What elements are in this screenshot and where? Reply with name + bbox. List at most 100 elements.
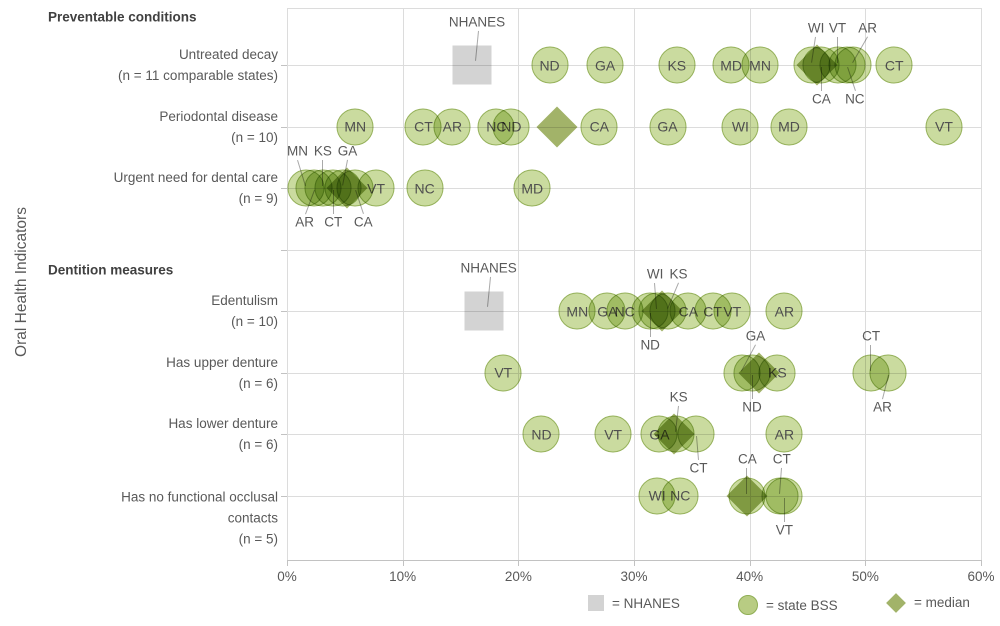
y-axis-tick — [281, 249, 287, 251]
state-circle-icon — [738, 595, 758, 615]
plot-top-border — [287, 8, 981, 9]
state-label: NC — [845, 91, 865, 107]
x-tick-label: 60% — [967, 569, 995, 584]
row-label-line: (n = 10) — [231, 129, 278, 145]
row-label-line: Has no functional occlusal — [121, 489, 278, 504]
x-tick-label: 10% — [389, 569, 417, 584]
vertical-gridline — [634, 8, 635, 560]
state-point: CT — [875, 46, 913, 84]
x-axis-tick — [287, 560, 288, 566]
row-label-line: Has upper denture — [166, 354, 278, 370]
state-point: GA — [649, 108, 687, 145]
state-label: CA — [811, 91, 831, 107]
state-point: VT — [925, 108, 963, 145]
x-axis-tick — [634, 560, 635, 566]
row-label: Has no functional occlusal contacts (n = 5… — [121, 486, 278, 549]
row-label: Has lower denture (n = 6) — [168, 413, 278, 455]
x-tick-label: 20% — [504, 569, 532, 584]
legend-label-median: = median — [914, 595, 970, 610]
row-label-line: (n = 6) — [238, 375, 278, 391]
horizontal-gridline — [287, 372, 981, 374]
row-label: Periodontal disease (n = 10) — [159, 106, 278, 148]
x-axis-line — [287, 560, 981, 561]
x-tick-label: 50% — [851, 569, 879, 584]
legend-item-median: = median — [886, 592, 970, 613]
x-axis-tick — [981, 560, 982, 566]
state-point: VT — [484, 354, 522, 391]
vertical-gridline — [402, 8, 404, 560]
horizontal-gridline — [287, 188, 981, 189]
state-point: NC — [661, 477, 699, 514]
vertical-gridline — [518, 8, 520, 560]
state-point: ND — [492, 108, 530, 145]
state-point: NC — [406, 169, 444, 207]
row-label-line: Has lower denture — [168, 416, 278, 431]
state-label: KS — [669, 266, 688, 282]
median-diamond-icon — [886, 592, 906, 613]
state-point: ND — [522, 415, 560, 453]
state-point: CA — [580, 108, 618, 145]
state-point: ND — [531, 46, 569, 84]
y-axis-title: Oral Health Indicators — [13, 207, 30, 357]
state-label: AR — [295, 214, 314, 230]
state-label: CT — [324, 214, 343, 230]
x-tick-label: 30% — [620, 569, 648, 584]
x-axis-tick — [865, 560, 867, 566]
vertical-gridline — [749, 8, 751, 560]
vertical-gridline — [287, 8, 288, 560]
row-label-line: Urgent need for dental care — [113, 170, 278, 185]
horizontal-gridline — [287, 65, 981, 66]
state-point: MN — [336, 108, 374, 145]
state-point: VT — [594, 415, 632, 453]
state-point: WI — [721, 108, 759, 145]
state-point: AR — [765, 415, 803, 453]
state-point: MD — [513, 169, 551, 207]
y-axis-tick — [281, 372, 287, 374]
row-label-line: Periodontal disease — [159, 108, 278, 124]
row-label-line: (n = 5) — [238, 531, 278, 546]
x-tick-label: 0% — [277, 569, 297, 584]
state-label: GA — [745, 328, 766, 343]
median-diamond — [726, 474, 768, 517]
median-diamond — [535, 105, 578, 148]
legend-label-state-bss: = state BSS — [766, 597, 838, 613]
y-axis-tick — [281, 65, 287, 66]
x-axis-tick — [518, 560, 520, 566]
state-label: CA — [353, 214, 373, 230]
x-tick-label: 40% — [736, 569, 764, 584]
state-label: CT — [689, 460, 708, 476]
horizontal-gridline — [287, 249, 981, 251]
state-label: CT — [772, 451, 791, 466]
nhanes-label: NHANES — [448, 14, 506, 30]
state-point: MD — [770, 108, 808, 145]
row-label-line: (n = 9) — [238, 191, 278, 206]
state-point: MN — [558, 292, 596, 330]
state-label: AR — [873, 399, 892, 414]
state-label: GA — [337, 143, 358, 159]
state-label: ND — [640, 337, 660, 353]
row-label: Urgent need for dental care (n = 9) — [114, 167, 278, 209]
y-axis-tick — [281, 495, 287, 497]
legend-item-nhanes: = NHANES — [588, 595, 680, 611]
state-point — [834, 46, 872, 84]
nhanes-square-icon — [588, 595, 604, 611]
state-label: VT — [828, 20, 847, 36]
nhanes-square — [464, 291, 504, 331]
state-point: MN — [741, 46, 779, 84]
state-label: WI — [807, 20, 825, 36]
legend-item-state-bss: = state BSS — [738, 595, 838, 615]
state-label: WI — [646, 266, 664, 282]
state-point: AR — [433, 108, 471, 145]
state-point: KS — [658, 46, 696, 84]
vertical-gridline — [865, 8, 867, 560]
horizontal-gridline — [287, 495, 981, 497]
horizontal-gridline — [287, 126, 981, 128]
state-label: CT — [862, 328, 881, 343]
row-label-line: Untreated decay — [178, 47, 278, 62]
state-point: GA — [586, 46, 624, 84]
legend-label-nhanes: = NHANES — [612, 595, 680, 611]
row-label: Has upper denture (n = 6) — [166, 352, 278, 394]
state-point — [869, 354, 907, 391]
row-label-line: Edentulism — [211, 293, 278, 308]
